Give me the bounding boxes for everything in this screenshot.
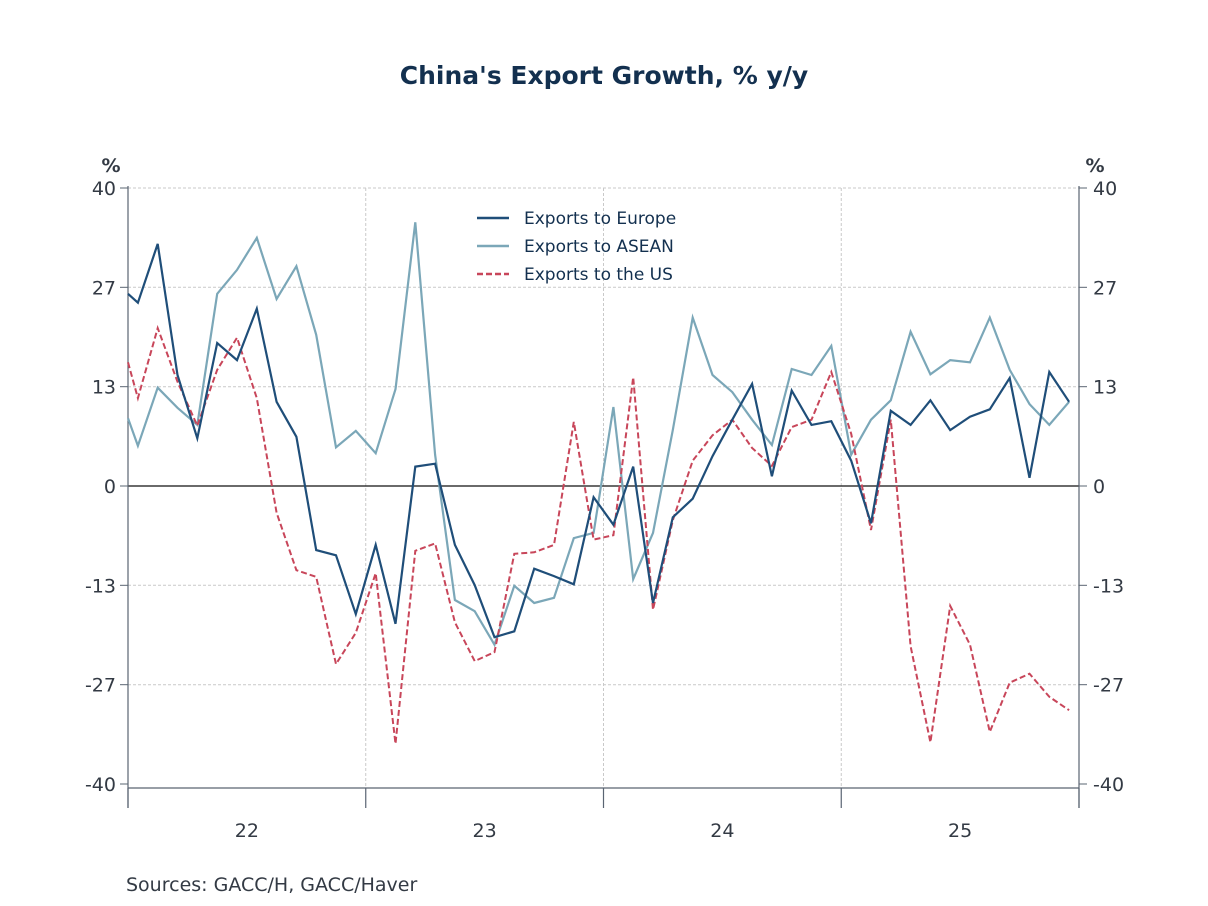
y-tick-label-left: -13 <box>85 575 116 597</box>
legend-label: Exports to the US <box>524 265 673 285</box>
y-tick-label-right: 13 <box>1093 377 1117 399</box>
chart-title: China's Export Growth, % y/y <box>400 61 808 90</box>
series-line-exports-to-europe <box>127 243 1071 639</box>
series-line-exports-to-the-us <box>127 324 1070 744</box>
x-tick-label: 25 <box>948 820 972 842</box>
y-axis-right-unit: % <box>1085 155 1104 177</box>
legend-label: Exports to Europe <box>524 209 676 229</box>
legend-label: Exports to ASEAN <box>524 237 674 257</box>
y-tick-label-right: -40 <box>1093 774 1124 796</box>
x-tick-label: 23 <box>473 820 497 842</box>
y-tick-label-left: -27 <box>85 675 116 697</box>
y-tick-label-left: 13 <box>92 377 116 399</box>
y-tick-label-right: -27 <box>1093 675 1124 697</box>
y-tick-label-left: 0 <box>104 476 116 498</box>
y-tick-label-left: 27 <box>92 277 116 299</box>
y-tick-label-left: 40 <box>92 178 116 200</box>
y-axis-right: 40 27 13 0 -13 -27 -40 <box>1079 178 1124 796</box>
y-tick-label-right: 40 <box>1093 178 1117 200</box>
series-lines <box>126 222 1071 744</box>
y-axis-left: 40 27 13 0 -13 -27 -40 <box>85 178 128 796</box>
x-tick-label: 22 <box>235 820 259 842</box>
y-tick-label-right: 27 <box>1093 277 1117 299</box>
gridlines <box>128 187 1079 788</box>
x-tick-label: 24 <box>710 820 734 842</box>
legend: Exports to Europe Exports to ASEAN Exports… <box>477 209 676 285</box>
y-tick-label-left: -40 <box>85 774 116 796</box>
series-line-exports-to-asean <box>126 222 1070 648</box>
source-note: Sources: GACC/H, GACC/Haver <box>126 874 417 896</box>
y-axis-left-unit: % <box>101 155 120 177</box>
y-tick-label-right: -13 <box>1093 575 1124 597</box>
x-axis: 22 23 24 25 <box>127 788 1080 842</box>
y-tick-label-right: 0 <box>1093 476 1105 498</box>
